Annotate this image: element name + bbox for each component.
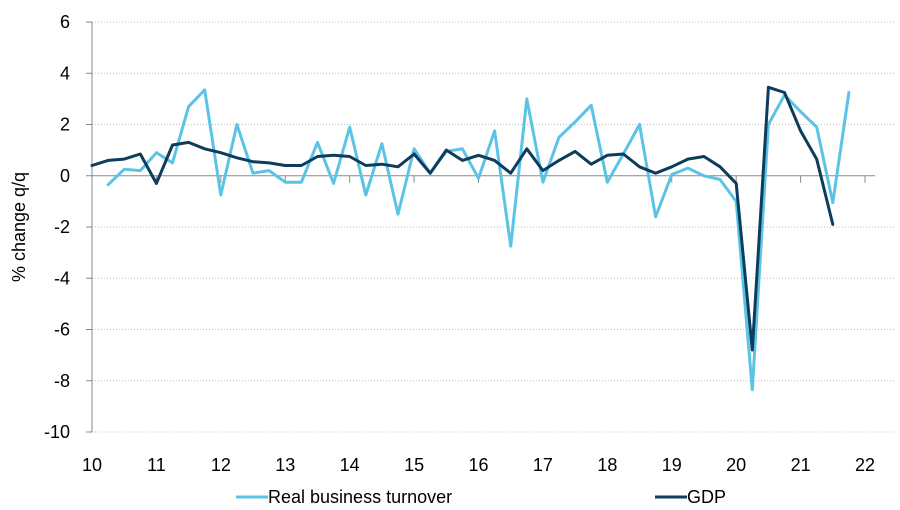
y-axis-title: % change q/q: [9, 172, 29, 282]
series-lines: [90, 85, 851, 392]
x-tick-label: 20: [726, 455, 746, 475]
grid-lines: [92, 21, 895, 433]
legend-label: Real business turnover: [268, 487, 452, 507]
x-tick-label: 21: [791, 455, 811, 475]
x-tick-label: 15: [404, 455, 424, 475]
legend-item: GDP: [655, 487, 726, 507]
x-tick-label: 14: [340, 455, 360, 475]
y-tick-label: -2: [54, 217, 70, 237]
legend-item: Real business turnover: [236, 487, 452, 507]
x-tick-label: 10: [82, 455, 102, 475]
y-tick-label: 4: [60, 63, 70, 83]
legend: Real business turnover GDP: [236, 487, 726, 507]
y-tick-label: 0: [60, 166, 70, 186]
y-tick-label: -6: [54, 320, 70, 340]
series-line-real-business-turnover: [106, 88, 851, 392]
y-tick-label: 2: [60, 115, 70, 135]
legend-label: GDP: [687, 487, 726, 507]
y-tick-label: -10: [44, 422, 70, 442]
x-tick-label: 11: [147, 455, 166, 475]
axes: [86, 21, 875, 433]
y-tick-label: 6: [60, 12, 70, 32]
y-tick-label: -8: [54, 371, 70, 391]
y-tick-label: -4: [54, 268, 70, 288]
series-line-gdp: [90, 85, 835, 352]
x-tick-label: 12: [211, 455, 231, 475]
x-tick-label: 13: [275, 455, 295, 475]
x-tick-label: 22: [855, 455, 875, 475]
x-tick-label: 18: [597, 455, 617, 475]
x-tick-label: 19: [662, 455, 682, 475]
x-tick-label: 17: [533, 455, 553, 475]
x-tick-label: 16: [468, 455, 488, 475]
